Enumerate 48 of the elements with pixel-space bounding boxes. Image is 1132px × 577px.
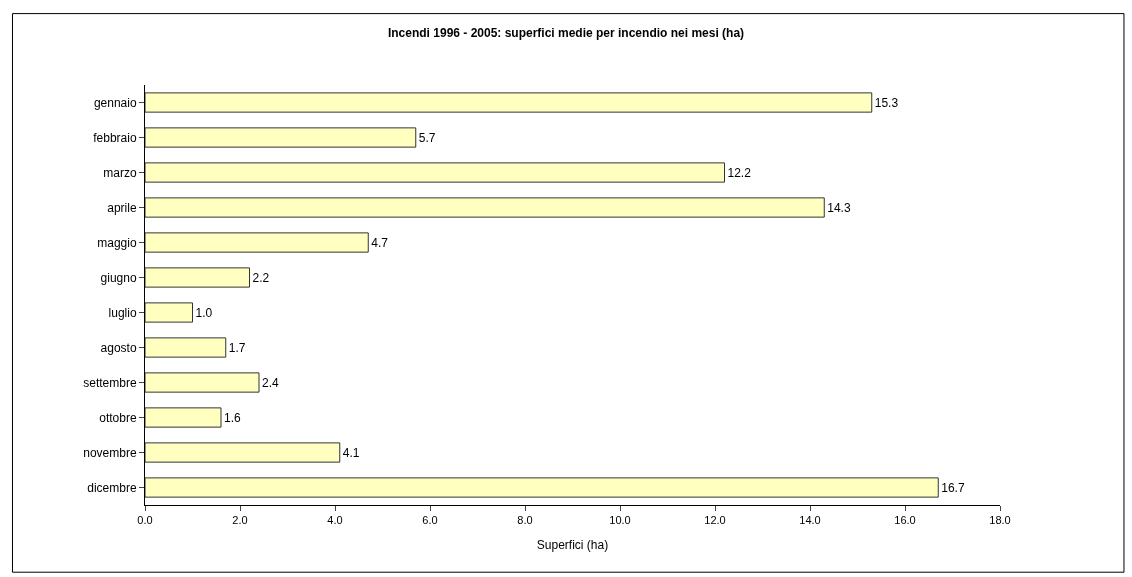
y-tick-label: febbraio bbox=[93, 130, 137, 145]
y-tick-label: gennaio bbox=[93, 95, 137, 110]
x-tick-label: 2.0 bbox=[232, 514, 248, 527]
bar bbox=[145, 372, 260, 393]
data-label: 4.1 bbox=[342, 445, 360, 460]
bar bbox=[145, 197, 825, 218]
y-tick-label: luglio bbox=[108, 305, 137, 320]
y-tick-label: dicembre bbox=[87, 480, 137, 495]
y-tick-label: aprile bbox=[107, 200, 137, 215]
y-tick-label: marzo bbox=[103, 165, 137, 180]
chart-title: Incendi 1996 - 2005: superfici medie per incendio nei mesi (ha) bbox=[387, 26, 745, 41]
bar bbox=[145, 267, 250, 288]
data-label: 1.6 bbox=[224, 410, 242, 425]
y-tick-label: maggio bbox=[97, 235, 137, 250]
bar bbox=[145, 302, 193, 323]
x-tick-label: 10.0 bbox=[609, 514, 631, 527]
bar bbox=[145, 127, 417, 148]
data-label: 12.2 bbox=[727, 165, 752, 180]
bar bbox=[145, 477, 939, 498]
x-tick-label: 14.0 bbox=[799, 514, 821, 527]
data-label: 1.7 bbox=[228, 340, 246, 355]
bar bbox=[145, 442, 341, 463]
x-tick-label: 0.0 bbox=[137, 514, 153, 527]
bar bbox=[145, 92, 873, 113]
data-label: 1.0 bbox=[195, 305, 213, 320]
x-tick-label: 4.0 bbox=[327, 514, 343, 527]
y-tick-label: settembre bbox=[83, 375, 137, 390]
x-tick-label: 6.0 bbox=[422, 514, 438, 527]
y-tick-label: giugno bbox=[100, 270, 137, 285]
y-tick-label: ottobre bbox=[99, 410, 137, 425]
y-tick-label: agosto bbox=[100, 340, 137, 355]
data-label: 14.3 bbox=[827, 200, 851, 215]
bar bbox=[145, 407, 222, 428]
x-tick-label: 8.0 bbox=[517, 514, 533, 527]
data-label: 16.7 bbox=[941, 480, 965, 495]
x-tick-label: 16.0 bbox=[894, 514, 916, 527]
data-label: 2.2 bbox=[252, 270, 270, 285]
bar bbox=[145, 337, 227, 358]
data-label: 5.7 bbox=[418, 130, 436, 145]
x-tick-label: 18.0 bbox=[989, 514, 1011, 527]
bar bbox=[145, 232, 369, 253]
x-axis-title: Superfici (ha) bbox=[536, 538, 609, 553]
x-tick-label: 12.0 bbox=[704, 514, 726, 527]
y-tick-label: novembre bbox=[83, 445, 137, 460]
data-label: 4.7 bbox=[371, 235, 389, 250]
data-label: 2.4 bbox=[262, 375, 280, 390]
bar bbox=[145, 162, 725, 183]
data-label: 15.3 bbox=[874, 95, 899, 110]
